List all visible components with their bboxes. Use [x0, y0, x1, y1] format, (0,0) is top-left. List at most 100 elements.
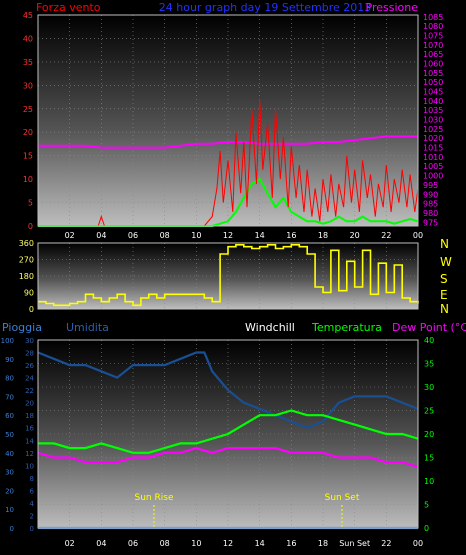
- rain-axis-ticks: 0 10 20 30 40 50 60 70 80 90 100: [1, 337, 14, 533]
- time-tick-label: 12: [223, 539, 233, 548]
- rain-humidity-temperature-plot-frame: [37, 339, 419, 529]
- compass-label: S: [440, 272, 448, 286]
- time-tick-label: 06: [128, 231, 138, 240]
- time-tick-label: 14: [255, 231, 265, 240]
- humidity-tick-label: 24: [25, 375, 34, 383]
- compass-label: W: [440, 255, 452, 269]
- time-tick-label: 10: [191, 231, 201, 240]
- wind-tick-label: 20: [23, 128, 33, 137]
- compass-label: N: [440, 237, 449, 251]
- pressure-tick-label: 990: [423, 190, 438, 199]
- humidity-tick-label: 8: [30, 475, 34, 483]
- wind-direction-series: [38, 244, 419, 307]
- pressure-tick-label: 1000: [423, 172, 443, 181]
- wind-tick-label: 25: [23, 105, 33, 114]
- humidity-tick-label: 26: [25, 362, 34, 370]
- rain-tick-label: 0: [10, 525, 14, 533]
- wind-tick-label: 5: [28, 199, 33, 208]
- compass-label: E: [440, 288, 448, 302]
- time-tick-label: 02: [65, 231, 75, 240]
- rain-tick-label: 20: [5, 487, 14, 495]
- pressure-tick-label: 1070: [423, 41, 443, 50]
- bottom-time-ticks: 02 04 06 08 10 12 14 16 18 Sun Set 22 00: [65, 539, 424, 548]
- time-tick-label: 08: [160, 231, 170, 240]
- rain-humidity-temperature-panel: Sun Rise Sun Set 0102030405060708090100 …: [1, 336, 435, 548]
- humidity-tick-label: 30: [25, 337, 34, 345]
- rain-tick-label: 70: [5, 393, 14, 401]
- time-tick-label: 14: [255, 539, 265, 548]
- chart-right-label: Pressione: [366, 1, 419, 14]
- series-dewpoint: [37, 446, 419, 468]
- series-wind-direction: [38, 244, 419, 307]
- pressure-tick-label: 1085: [423, 13, 443, 22]
- sun-set-label: Sun Set: [325, 493, 360, 503]
- chart-left-label: Forza vento: [36, 1, 101, 14]
- rain-tick-label: 60: [5, 412, 14, 420]
- temperature-tick-label: 35: [424, 360, 434, 369]
- rain-tick-label: 80: [5, 375, 14, 383]
- sun-rise-label: Sun Rise: [135, 493, 174, 503]
- series-temperature: [38, 409, 419, 454]
- wind-tick-label: 10: [23, 175, 33, 184]
- legend-temperatura: Temperatura: [311, 321, 382, 334]
- wind-tick-label: 45: [23, 11, 33, 20]
- rain-tick-label: 90: [5, 356, 14, 364]
- wind-tick-label: 40: [23, 34, 33, 43]
- compass-label: N: [440, 302, 449, 316]
- wind-axis-ticks: 0 5 10 15 20 25 30 35 40 45: [23, 11, 33, 231]
- pressure-tick-label: 1005: [423, 162, 443, 171]
- temperature-tick-label: 15: [424, 454, 434, 463]
- direction-tick-label: 180: [19, 272, 34, 281]
- time-tick-label: 12: [223, 231, 233, 240]
- pressure-tick-label: 1025: [423, 125, 443, 134]
- humidity-tick-label: 2: [30, 512, 34, 520]
- wind-tick-label: 35: [23, 58, 33, 67]
- pressure-tick-label: 1050: [423, 78, 443, 87]
- temperature-tick-label: 25: [424, 407, 434, 416]
- time-tick-label: 22: [381, 539, 391, 548]
- temperature-axis-ticks: 0 5 10 15 20 25 30 35 40: [424, 336, 434, 533]
- pressure-axis-ticks: 9759809859909951000100510101015102010251…: [423, 13, 443, 227]
- direction-tick-label: 270: [19, 256, 34, 265]
- direction-tick-label: 90: [24, 289, 34, 298]
- humidity-tick-label: 20: [25, 400, 34, 408]
- rain-tick-label: 30: [5, 469, 14, 477]
- pressure-tick-label: 1030: [423, 116, 443, 125]
- series-humidity: [37, 351, 419, 429]
- pressure-tick-label: 1055: [423, 69, 443, 78]
- humidity-tick-label: 0: [30, 525, 34, 533]
- rain-tick-label: 50: [5, 431, 14, 439]
- pressure-tick-label: 985: [423, 200, 438, 209]
- pressure-tick-label: 975: [423, 218, 438, 227]
- temperature-tick-label: 0: [424, 524, 429, 533]
- time-tick-label: 06: [128, 539, 138, 548]
- temperature-tick-label: 20: [424, 430, 434, 439]
- pressure-tick-label: 1020: [423, 134, 443, 143]
- pressure-tick-label: 1015: [423, 144, 443, 153]
- temperature-tick-label: 40: [424, 336, 434, 345]
- legend-dewpoint: Dew Point (°C): [392, 321, 466, 334]
- time-tick-label: 16: [286, 231, 296, 240]
- time-tick-label: 02: [65, 539, 75, 548]
- legend-umidita: Umidita: [66, 321, 109, 334]
- humidity-tick-label: 12: [25, 450, 34, 458]
- rain-tick-label: 10: [5, 506, 14, 514]
- pressure-tick-label: 1040: [423, 97, 443, 106]
- humidity-tick-label: 22: [25, 387, 34, 395]
- rain-tick-label: 100: [1, 337, 14, 345]
- wind-direction-plot-frame: [37, 242, 419, 310]
- pressure-tick-label: 1065: [423, 50, 443, 59]
- pressure-tick-label: 1075: [423, 32, 443, 41]
- direction-tick-label: 0: [29, 305, 34, 314]
- wind-time-ticks: 02 04 06 08 10 12 14 16 18 20 22 00: [65, 231, 424, 240]
- direction-axis-ticks: 0 90 180 270 360: [19, 239, 34, 314]
- temperature-tick-label: 10: [424, 477, 434, 486]
- temperature-tick-label: 5: [424, 501, 429, 510]
- pressure-tick-label: 1080: [423, 22, 443, 31]
- time-tick-label: 20: [350, 231, 360, 240]
